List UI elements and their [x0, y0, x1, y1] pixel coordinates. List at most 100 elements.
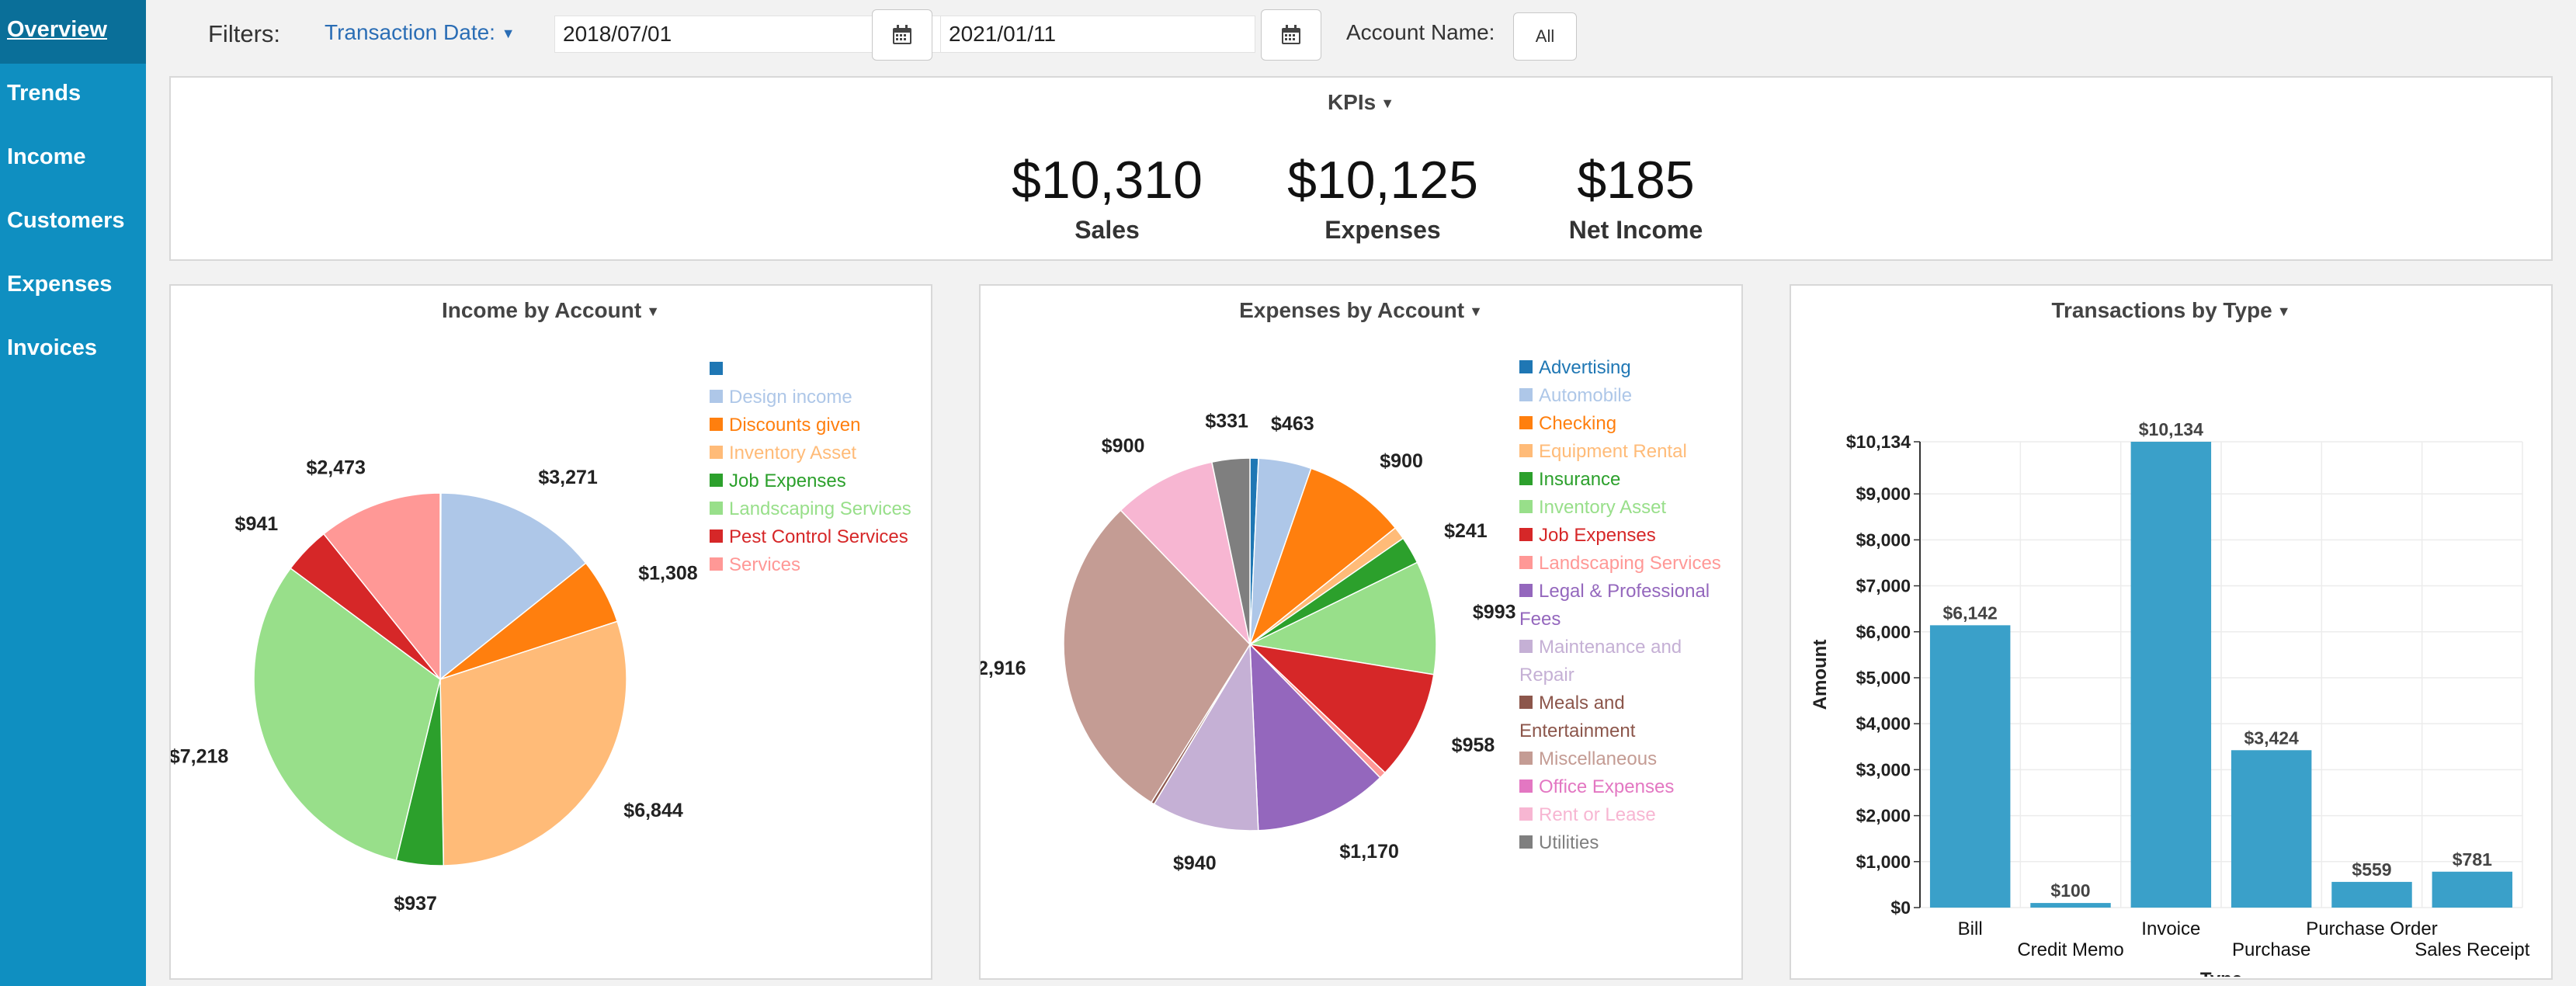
legend-label: Maintenance and Repair [1519, 637, 1682, 686]
legend-label: Legal & Professional Fees [1519, 581, 1710, 630]
pie-slice[interactable] [1248, 643, 1435, 774]
pie-slice[interactable] [322, 492, 441, 682]
x-tick-label: Bill [1958, 918, 1983, 939]
legend-swatch [1519, 444, 1533, 457]
pie-slice[interactable] [439, 492, 587, 681]
y-axis-title: Amount [1810, 640, 1831, 710]
y-tick-label: $1,000 [1856, 852, 1911, 872]
legend-swatch [1519, 640, 1533, 653]
sidebar-item-invoices[interactable]: Invoices [7, 335, 98, 360]
legend-item[interactable]: Utilities [1519, 829, 1737, 857]
legend-item[interactable]: Miscellaneous [1519, 745, 1737, 773]
pie-slice[interactable] [1063, 509, 1251, 804]
pie-slice[interactable] [1153, 642, 1259, 832]
pie-slice[interactable] [1210, 457, 1251, 645]
pie-slice[interactable] [1120, 461, 1252, 647]
pie-slice[interactable] [253, 567, 441, 862]
pie-slice[interactable] [1248, 467, 1397, 647]
legend-swatch [710, 502, 723, 515]
x-axis-title: Type [2200, 969, 2242, 977]
bar[interactable] [2231, 750, 2312, 908]
bar[interactable] [2130, 442, 2212, 908]
legend-item[interactable]: Inventory Asset [1519, 494, 1737, 522]
x-tick-label: Purchase Order [2306, 918, 2437, 939]
legend-item[interactable]: Rent or Lease [1519, 801, 1737, 829]
legend-swatch [1519, 500, 1533, 513]
x-tick-label: Credit Memo [2017, 939, 2123, 960]
kpi-sales: $10,310 Sales [979, 149, 1235, 245]
legend-item[interactable]: Services [710, 551, 927, 579]
account-name-button[interactable]: All [1513, 12, 1577, 61]
legend-item[interactable]: Automobile [1519, 382, 1737, 410]
sidebar-item-expenses[interactable]: Expenses [7, 272, 113, 297]
x-tick-label: Purchase [2232, 939, 2310, 960]
filter-bar: Filters: Transaction Date: ▼ Account Nam… [146, 0, 2576, 71]
legend-label: Insurance [1539, 469, 1621, 490]
end-date-calendar-button[interactable] [1261, 9, 1321, 61]
bar[interactable] [2331, 881, 2412, 908]
bar[interactable] [2030, 903, 2111, 908]
legend-item[interactable]: Inventory Asset [710, 439, 927, 467]
pie-slice[interactable] [1249, 643, 1381, 832]
legend-item[interactable]: Pest Control Services [710, 523, 927, 551]
pie-data-label: $1,170 [1339, 841, 1398, 863]
start-date-input[interactable] [554, 16, 1012, 53]
sidebar-item-income[interactable]: Income [7, 144, 86, 169]
legend-item[interactable]: Job Expenses [1519, 522, 1737, 550]
bar-data-label: $781 [2453, 849, 2492, 870]
transactions-bar-chart: $0 $1,000 $2,000 $3,000 $4,000 $5,000 $6,000 $7… [1810, 419, 2530, 977]
legend-item[interactable]: Meals and Entertainment [1519, 689, 1737, 745]
legend-item[interactable]: Legal & Professional Fees [1519, 578, 1737, 634]
legend-label: Inventory Asset [1539, 497, 1667, 518]
legend-label: Discounts given [729, 415, 861, 436]
expenses-title-dropdown[interactable]: Expenses by Account ▼ [981, 298, 1741, 323]
legend-swatch [710, 390, 723, 403]
pie-data-label: $900 [1102, 436, 1145, 457]
bar-data-label: $100 [2050, 880, 2090, 901]
y-tick-label: $9,000 [1856, 484, 1911, 504]
legend-swatch [1519, 528, 1533, 541]
account-name-label: Account Name: [1346, 20, 1495, 44]
legend-item[interactable]: Job Expenses [710, 467, 927, 495]
legend-swatch [710, 446, 723, 459]
legend-item[interactable]: Design income [710, 384, 927, 411]
transactions-title-dropdown[interactable]: Transactions by Type ▼ [1791, 298, 2551, 323]
kpi-title-dropdown[interactable]: KPIs ▼ [171, 90, 2551, 115]
bar-data-label: $6,142 [1942, 602, 1997, 623]
sidebar-item-trends[interactable]: Trends [7, 81, 82, 106]
legend-swatch [710, 529, 723, 543]
start-date-calendar-button[interactable] [872, 9, 932, 61]
sidebar-item-overview[interactable]: Overview [0, 0, 146, 64]
end-date-input[interactable] [940, 16, 1255, 53]
legend-item[interactable]: Advertising [1519, 354, 1737, 382]
legend-label: Meals and Entertainment [1519, 693, 1636, 741]
pie-data-label: $900 [1380, 450, 1423, 472]
sidebar-item-customers[interactable]: Customers [7, 208, 125, 233]
expenses-by-account-panel: Expenses by Account ▼ $463 $900 $241 $993 $95… [979, 284, 1743, 980]
income-title-dropdown[interactable]: Income by Account ▼ [171, 298, 931, 323]
bar[interactable] [2432, 871, 2513, 908]
transaction-date-dropdown[interactable]: Transaction Date: ▼ [325, 20, 516, 45]
expenses-legend: Advertising Automobile Checking Equipment R… [1519, 354, 1737, 857]
legend-item[interactable] [710, 356, 927, 384]
income-by-account-panel: Income by Account ▼ $3,271 $1,308 $6,844 $93… [169, 284, 932, 980]
y-tick-label: $8,000 [1856, 529, 1911, 550]
legend-item[interactable]: Maintenance and Repair [1519, 634, 1737, 689]
calendar-icon [1282, 25, 1300, 44]
legend-item[interactable]: Insurance [1519, 466, 1737, 494]
legend-item[interactable]: Checking [1519, 410, 1737, 438]
legend-item[interactable]: Landscaping Services [710, 495, 927, 523]
legend-item[interactable]: Office Expenses [1519, 773, 1737, 801]
legend-label: Inventory Asset [729, 443, 857, 463]
bar[interactable] [1929, 625, 2011, 908]
caret-down-icon: ▼ [1469, 304, 1483, 320]
legend-item[interactable]: Equipment Rental [1519, 438, 1737, 466]
pie-slice[interactable] [439, 620, 627, 866]
legend-label: Checking [1539, 413, 1617, 434]
pie-slice[interactable] [1248, 561, 1437, 675]
legend-item[interactable]: Landscaping Services [1519, 550, 1737, 578]
caret-down-icon: ▼ [646, 304, 661, 320]
income-chart-title: Income by Account [441, 298, 642, 322]
kpi-net-income: $185 Net Income [1508, 149, 1764, 245]
legend-item[interactable]: Discounts given [710, 411, 927, 439]
